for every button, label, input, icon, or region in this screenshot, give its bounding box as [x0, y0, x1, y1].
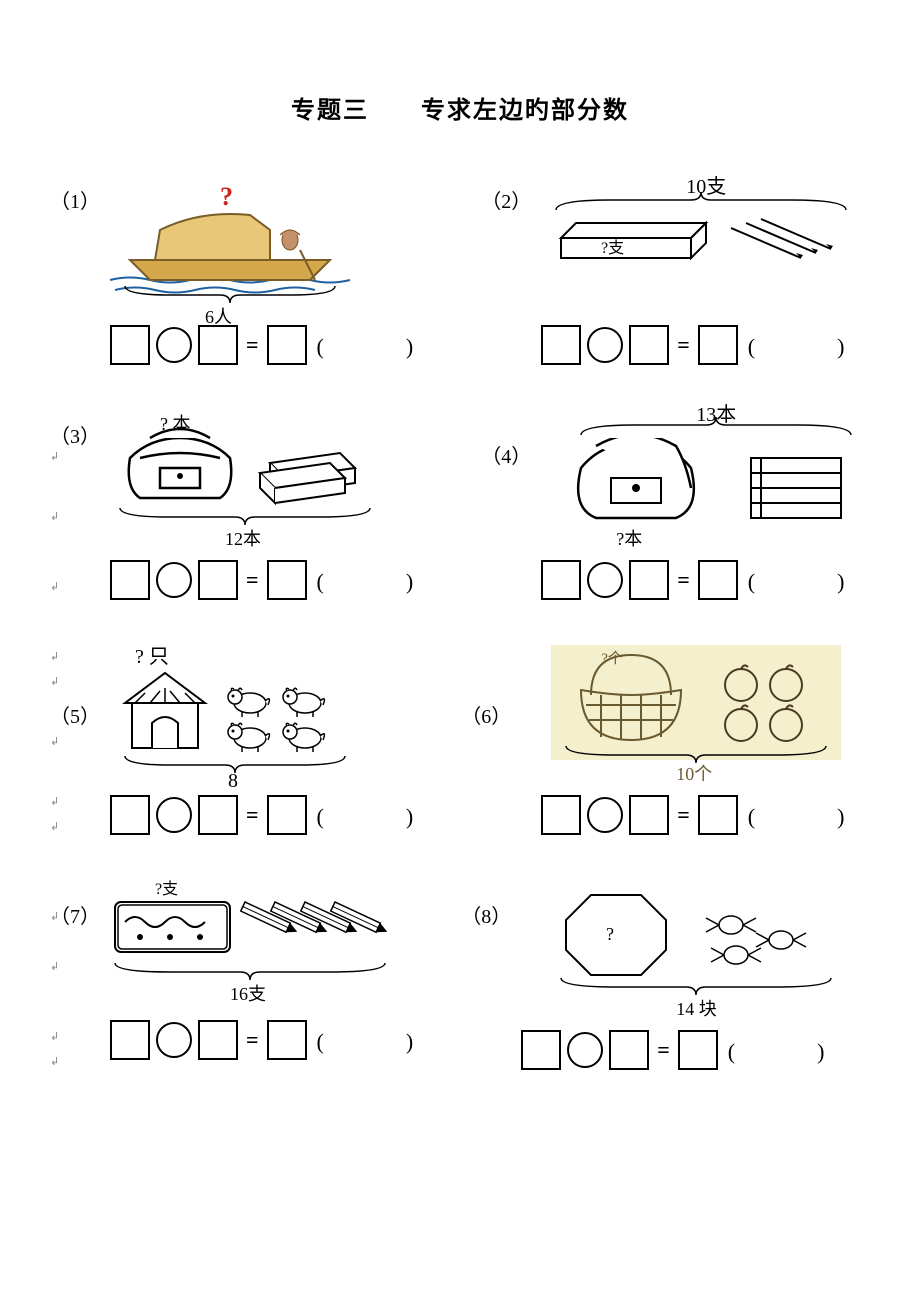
problem-4: （4） 13本 ?本 — [481, 410, 902, 600]
problem-grid: （1） ? 6人 = ( ) — [50, 175, 870, 1070]
unit-paren[interactable]: ( ) — [313, 329, 472, 361]
equation-row: = ( ) — [541, 795, 902, 835]
unknown-label: ? — [606, 924, 614, 944]
total-label: 6人 — [205, 303, 232, 329]
operand-box[interactable] — [198, 560, 238, 600]
operand-box[interactable] — [541, 325, 581, 365]
operand-box[interactable] — [541, 560, 581, 600]
operand-box[interactable] — [110, 325, 150, 365]
operand-box[interactable] — [609, 1030, 649, 1070]
operand-box[interactable] — [198, 795, 238, 835]
total-label: 16支 — [230, 980, 266, 1006]
operator-circle[interactable] — [587, 327, 623, 363]
illustration-bag: ? 本 12本 — [100, 410, 471, 550]
problem-8: （8） ? — [481, 880, 902, 1070]
problem-1: （1） ? 6人 = ( ) — [50, 175, 471, 365]
illustration-basket: ?个 10个 — [531, 645, 902, 785]
equals-sign: = — [244, 802, 261, 828]
result-box[interactable] — [698, 795, 738, 835]
equation-row: = ( ) — [541, 560, 902, 600]
problem-number: （6） — [461, 700, 511, 729]
result-box[interactable] — [267, 325, 307, 365]
problem-number: （5） — [50, 700, 100, 729]
illustration-boat: ? 6人 — [100, 175, 471, 315]
equals-sign: = — [655, 1037, 672, 1063]
total-label: 14 块 — [676, 995, 717, 1021]
total-label: 10个 — [676, 760, 712, 786]
operator-circle[interactable] — [587, 562, 623, 598]
operator-circle[interactable] — [587, 797, 623, 833]
problem-number: （1） — [50, 185, 100, 214]
equation-row: = ( ) — [521, 1030, 902, 1070]
illustration-pencilbox: 10支 ?支 — [531, 175, 902, 315]
problem-6: （6） ?个 10个 — [481, 645, 902, 835]
operator-circle[interactable] — [156, 562, 192, 598]
result-box[interactable] — [267, 795, 307, 835]
unknown-label: ?本 — [616, 525, 642, 551]
unit-paren[interactable]: ( ) — [313, 564, 472, 596]
total-label: 13本 — [696, 398, 736, 427]
total-label: 10支 — [686, 170, 726, 199]
equation-row: = ( ) — [110, 1020, 471, 1060]
equals-sign: = — [675, 567, 692, 593]
illustration-jar: ? 14 块 — [531, 880, 902, 1020]
operand-box[interactable] — [629, 795, 669, 835]
illustration-satchel: 13本 ?本 — [531, 410, 902, 550]
operand-box[interactable] — [541, 795, 581, 835]
unknown-label: ?支 — [601, 239, 624, 257]
unit-paren[interactable]: ( ) — [313, 799, 472, 831]
unit-paren[interactable]: ( ) — [313, 1024, 472, 1056]
problem-number: （2） — [481, 185, 531, 214]
illustration-case: ?支 — [100, 880, 471, 1020]
unit-paren[interactable]: ( ) — [724, 1034, 883, 1066]
operand-box[interactable] — [110, 560, 150, 600]
equals-sign: = — [244, 1027, 261, 1053]
operand-box[interactable] — [629, 325, 669, 365]
operator-circle[interactable] — [156, 1022, 192, 1058]
result-box[interactable] — [267, 1020, 307, 1060]
page-title: 专题三 专求左边旳部分数 — [50, 90, 870, 125]
qmark-icon: ? — [220, 182, 233, 211]
equals-sign: = — [244, 332, 261, 358]
pencilbox-icon: ?支 — [541, 213, 861, 313]
operand-box[interactable] — [110, 795, 150, 835]
operand-box[interactable] — [629, 560, 669, 600]
equation-row: = ( ) — [110, 325, 471, 365]
problem-7: （7） ↲ ↲ ↲ ↲ ?支 — [50, 880, 471, 1070]
equation-row: = ( ) — [110, 560, 471, 600]
operand-box[interactable] — [198, 325, 238, 365]
result-box[interactable] — [267, 560, 307, 600]
operand-box[interactable] — [110, 1020, 150, 1060]
problem-number: （4） — [481, 440, 531, 469]
operator-circle[interactable] — [567, 1032, 603, 1068]
operand-box[interactable] — [521, 1030, 561, 1070]
operator-circle[interactable] — [156, 327, 192, 363]
unit-paren[interactable]: ( ) — [744, 564, 903, 596]
problem-number: （3） — [50, 420, 100, 449]
illustration-house: ? 只 — [100, 645, 471, 785]
operator-circle[interactable] — [156, 797, 192, 833]
problem-5: （5） ↲ ↲ ↲ ↲ ↲ ? 只 — [50, 645, 471, 835]
equation-row: = ( ) — [541, 325, 902, 365]
equals-sign: = — [675, 802, 692, 828]
result-box[interactable] — [698, 560, 738, 600]
equals-sign: = — [244, 567, 261, 593]
problem-2: （2） 10支 ?支 = — [481, 175, 902, 365]
result-box[interactable] — [678, 1030, 718, 1070]
equation-row: = ( ) — [110, 795, 471, 835]
unit-paren[interactable]: ( ) — [744, 329, 903, 361]
satchel-icon — [561, 438, 881, 548]
problem-3: （3） ↲ ↲ ↲ ? 本 12本 — [50, 410, 471, 600]
result-box[interactable] — [698, 325, 738, 365]
equals-sign: = — [675, 332, 692, 358]
problem-number: （8） — [461, 900, 511, 929]
operand-box[interactable] — [198, 1020, 238, 1060]
unit-paren[interactable]: ( ) — [744, 799, 903, 831]
total-label: 12本 — [225, 525, 261, 551]
total-label: 8 — [228, 770, 238, 793]
